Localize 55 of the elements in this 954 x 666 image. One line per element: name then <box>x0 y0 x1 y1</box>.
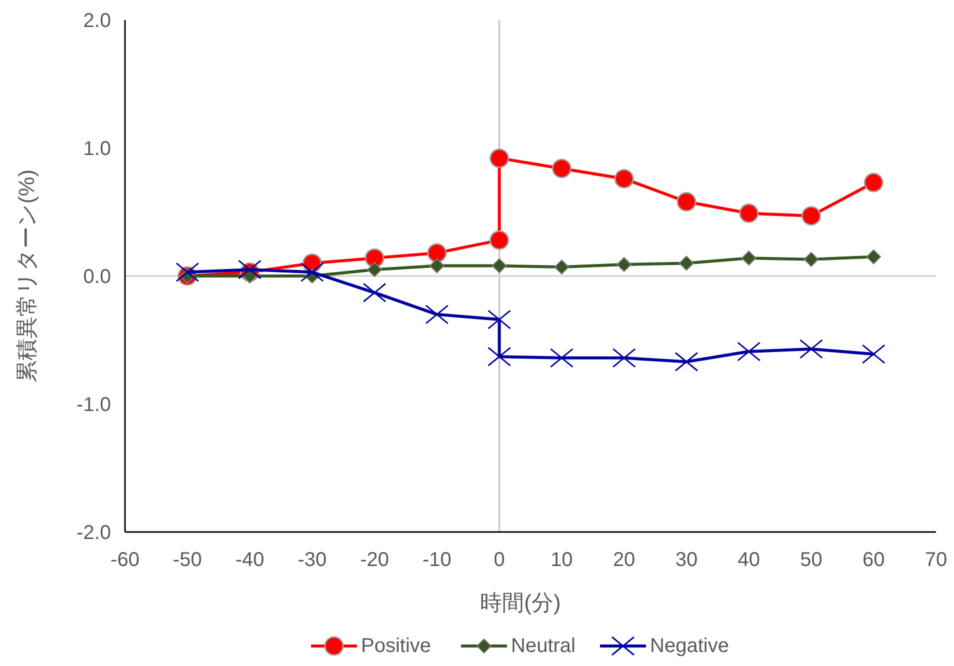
point <box>612 348 636 368</box>
point <box>488 310 512 330</box>
legend-label: Positive <box>361 635 432 657</box>
point <box>490 148 510 168</box>
x-tick-label: 30 <box>675 549 698 571</box>
x-tick-label: -10 <box>422 549 452 571</box>
x-tick-label: 0 <box>494 549 505 571</box>
point <box>176 262 200 282</box>
point <box>674 352 698 372</box>
point <box>552 158 572 178</box>
y-tick-label: -2.0 <box>76 522 111 544</box>
x-tick-label: 60 <box>862 549 885 571</box>
x-tick-label: -40 <box>235 549 264 571</box>
point <box>864 172 884 192</box>
x-tick-label: 50 <box>800 549 822 571</box>
y-tick-label: -1.0 <box>76 394 111 416</box>
point <box>492 258 507 274</box>
point <box>801 206 821 226</box>
point <box>676 192 696 212</box>
y-tick-label: 0.0 <box>83 266 111 288</box>
point <box>425 304 449 324</box>
point <box>554 260 570 275</box>
x-tick-label: 70 <box>924 549 948 571</box>
point <box>678 256 694 271</box>
point <box>804 252 819 267</box>
y-tick-label: 1.0 <box>83 138 111 160</box>
point <box>490 230 510 250</box>
x-tick-label: -20 <box>360 549 389 571</box>
point <box>737 342 761 362</box>
point <box>367 262 382 278</box>
point <box>616 256 632 272</box>
x-tick-label: 10 <box>550 549 573 571</box>
x-axis-title: 時間(分) <box>480 590 561 615</box>
point <box>488 346 512 366</box>
point <box>364 248 384 268</box>
point <box>741 250 756 266</box>
point <box>866 249 882 264</box>
legend-label: Negative <box>650 635 729 657</box>
point <box>550 348 574 368</box>
point <box>799 339 823 359</box>
point <box>427 243 447 263</box>
x-tick-label: -50 <box>172 549 202 571</box>
x-tick-label: 20 <box>612 549 636 571</box>
point <box>739 204 759 224</box>
legend-label: Neutral <box>511 635 576 657</box>
y-tick-label: 2.0 <box>83 10 111 32</box>
point <box>362 282 386 302</box>
point <box>300 262 324 282</box>
y-axis-title: 累積異常リターン(%) <box>14 169 39 383</box>
x-tick-label: -60 <box>110 549 140 571</box>
point <box>429 258 444 274</box>
point <box>614 168 634 188</box>
x-tick-label: 40 <box>738 549 760 571</box>
point <box>862 344 886 364</box>
x-tick-label: -30 <box>298 549 327 571</box>
